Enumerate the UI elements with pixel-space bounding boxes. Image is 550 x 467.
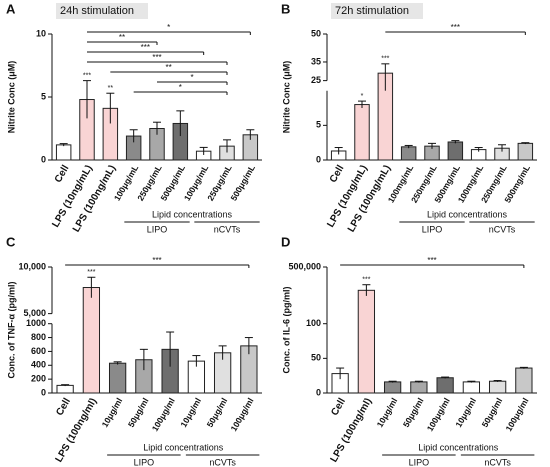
group-name: LIPO <box>134 457 155 467</box>
significance: *** <box>381 56 389 63</box>
group-label: Lipid concentrations <box>427 209 508 219</box>
comparison-label: *** <box>152 53 161 62</box>
y-tick-label: 400 <box>31 360 46 370</box>
y-tick-label: 5,000 <box>23 308 46 318</box>
y-tick-label: 10,000 <box>18 261 46 271</box>
title-box <box>331 3 423 19</box>
x-tick-label: 50μg/ml <box>126 396 151 429</box>
x-tick-label: 50μg/ml <box>401 396 426 429</box>
x-tick-label: 100μg/ml <box>150 396 177 433</box>
comparison-label: *** <box>427 256 436 265</box>
x-tick-label: 50μg/ml <box>205 396 230 429</box>
significance: *** <box>362 277 370 284</box>
group-name: nCVTs <box>209 457 236 467</box>
x-tick-label: 10μg/ml <box>453 396 478 429</box>
y-tick-label: 600 <box>31 346 46 356</box>
y-tick-label: 0 <box>316 387 321 397</box>
y-tick-label: 50 <box>311 28 321 38</box>
y-tick-label: 35 <box>311 56 321 66</box>
x-tick-label: 10μg/ml <box>375 396 400 429</box>
x-tick-label: 50μg/ml <box>480 396 505 429</box>
comparison-label: ** <box>166 63 172 72</box>
bar <box>383 381 402 394</box>
y-axis-label: Conc. of TNF-α (pg/ml) <box>6 281 16 378</box>
y-tick-label: 5 <box>316 120 321 130</box>
x-tick-label: 100μg/ml <box>425 396 452 433</box>
y-tick-label: 100 <box>306 318 321 328</box>
significance: ** <box>108 85 114 92</box>
comparison-label: *** <box>152 256 161 265</box>
x-tick-label: 100μg/ml <box>503 396 530 433</box>
comparison-label: *** <box>451 23 460 32</box>
bar <box>108 362 127 394</box>
y-tick-label: 50 <box>311 353 321 363</box>
bar <box>357 289 376 394</box>
y-tick-label: 1000 <box>26 318 46 328</box>
bar <box>354 104 370 161</box>
bar <box>515 367 533 394</box>
group-name: LIPO <box>422 224 443 234</box>
panel-letter: A <box>6 1 16 16</box>
title-box <box>56 3 148 19</box>
bar <box>517 142 534 161</box>
x-tick-label: 10μg/ml <box>100 396 125 429</box>
comparison-label: *** <box>141 43 150 52</box>
y-tick-label: 0 <box>41 154 46 164</box>
x-tick-label: Cell <box>328 163 347 185</box>
bar <box>447 141 464 161</box>
y-tick-label: 200 <box>31 374 46 384</box>
comparison-label: * <box>179 83 182 92</box>
bar <box>400 146 417 161</box>
bar <box>462 381 481 394</box>
bar <box>436 377 454 394</box>
comparison-label: * <box>167 23 170 32</box>
bar <box>410 381 428 394</box>
x-tick-label: LPS (100ng/mL) <box>71 163 118 234</box>
group-label: Lipid concentrations <box>418 442 499 452</box>
bar <box>55 144 72 161</box>
x-tick-label: Cell <box>54 396 73 418</box>
significance: * <box>361 93 364 100</box>
group-label: Lipid concentrations <box>152 209 233 219</box>
significance: *** <box>87 269 95 276</box>
y-axis-label: Nitrite Conc (μM) <box>6 61 16 134</box>
y-tick-label: 0 <box>316 154 321 164</box>
y-tick-label: 25 <box>311 75 321 85</box>
bar <box>488 380 507 394</box>
bar <box>56 384 74 394</box>
y-axis-label: Conc. of IL-6 (pg/ml) <box>281 287 291 374</box>
bar <box>82 287 101 394</box>
group-name: LIPO <box>409 457 430 467</box>
group-name: nCVTs <box>484 457 511 467</box>
panel-letter: C <box>6 234 16 249</box>
x-tick-label: 100μg/ml <box>228 396 255 433</box>
x-tick-label: Cell <box>329 396 348 418</box>
chart-title: 72h stimulation <box>335 5 409 17</box>
group-label: Lipid concentrations <box>143 442 224 452</box>
group-name: LIPO <box>147 224 168 234</box>
panel-letter: D <box>281 234 290 249</box>
group-name: nCVTs <box>214 224 241 234</box>
y-tick-label: 10 <box>36 28 46 38</box>
y-tick-label: 500,000 <box>288 261 321 271</box>
panel-letter: B <box>281 1 290 16</box>
comparison-label: ** <box>119 33 125 42</box>
x-tick-label: 10μg/ml <box>178 396 203 429</box>
y-tick-label: 800 <box>31 332 46 342</box>
comparison-label: * <box>190 73 193 82</box>
y-tick-label: 5 <box>41 91 46 101</box>
x-tick-label: Cell <box>53 163 72 185</box>
chart-title: 24h stimulation <box>60 5 134 17</box>
significance: *** <box>83 72 91 79</box>
group-name: nCVTs <box>489 224 516 234</box>
y-tick-label: 0 <box>41 387 46 397</box>
y-axis-label: Nitrite Conc (μM) <box>281 61 291 134</box>
